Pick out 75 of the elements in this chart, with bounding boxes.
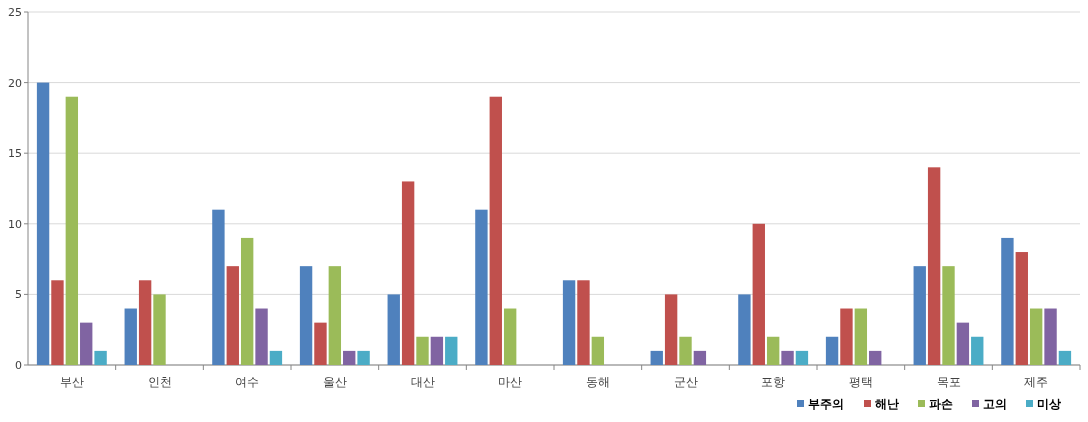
y-tick-label: 20 xyxy=(8,76,22,90)
legend-label: 해난 xyxy=(875,397,899,411)
bar xyxy=(591,336,605,365)
x-tick-label: 제주 xyxy=(1024,375,1049,389)
bar xyxy=(1058,350,1072,365)
x-tick-label: 포항 xyxy=(761,375,786,389)
bar xyxy=(913,266,926,365)
x-tick-label: 여수 xyxy=(235,375,260,389)
bar xyxy=(269,350,283,365)
y-tick-label: 5 xyxy=(15,288,22,302)
legend-label: 고의 xyxy=(983,397,1007,411)
x-tick-label: 평택 xyxy=(848,375,873,389)
bar xyxy=(679,336,692,365)
bar xyxy=(65,96,79,365)
bar xyxy=(1044,308,1057,365)
bar xyxy=(36,82,50,365)
bar xyxy=(314,322,327,365)
bar xyxy=(80,322,93,365)
y-tick-label: 15 xyxy=(8,147,22,161)
bar xyxy=(503,308,517,365)
x-tick-label: 인천 xyxy=(147,375,172,389)
bar xyxy=(577,280,590,365)
bar xyxy=(226,266,239,365)
bar xyxy=(840,308,853,365)
bar xyxy=(956,322,970,365)
bar xyxy=(650,350,663,365)
bar xyxy=(153,294,166,365)
bar xyxy=(869,350,882,365)
legend-label: 미상 xyxy=(1037,397,1061,411)
bar xyxy=(328,266,342,365)
bar xyxy=(1015,252,1028,365)
bar xyxy=(1001,237,1014,365)
legend-label: 부주의 xyxy=(808,397,844,411)
x-tick-label: 부산 xyxy=(59,375,84,389)
bar xyxy=(51,280,64,365)
x-tick-label: 군산 xyxy=(673,375,698,389)
bar xyxy=(971,336,984,365)
bar xyxy=(240,237,254,365)
bar xyxy=(138,280,152,365)
bar xyxy=(854,308,868,365)
bar xyxy=(475,209,488,365)
x-tick-label: 목포 xyxy=(936,375,961,389)
bar xyxy=(781,350,794,365)
bar xyxy=(752,223,765,365)
bar xyxy=(766,336,780,365)
x-tick-label: 대산 xyxy=(410,375,435,389)
bar xyxy=(401,181,415,365)
bar xyxy=(693,350,707,365)
x-tick-label: 동해 xyxy=(585,375,610,389)
bar xyxy=(124,308,137,365)
bar xyxy=(738,294,751,365)
bar xyxy=(387,294,400,365)
bar xyxy=(825,336,839,365)
y-tick-label: 10 xyxy=(8,217,22,231)
legend-label: 파손 xyxy=(929,397,953,411)
bar xyxy=(299,266,313,365)
bar xyxy=(562,280,576,365)
y-tick-label: 0 xyxy=(15,359,22,372)
bar xyxy=(942,266,955,365)
bar xyxy=(343,350,356,365)
x-tick-label: 울산 xyxy=(322,375,347,389)
x-tick-label: 마산 xyxy=(498,375,523,389)
bar xyxy=(489,96,502,365)
y-tick-label: 25 xyxy=(8,6,22,19)
bar xyxy=(416,336,429,365)
bar xyxy=(94,350,107,365)
bar xyxy=(1029,308,1043,365)
bar xyxy=(795,350,809,365)
bar xyxy=(445,336,458,365)
bar xyxy=(927,167,941,365)
bar xyxy=(212,209,225,365)
bar xyxy=(357,350,370,365)
bar xyxy=(255,308,268,365)
bar xyxy=(430,336,444,365)
bar xyxy=(664,294,678,365)
